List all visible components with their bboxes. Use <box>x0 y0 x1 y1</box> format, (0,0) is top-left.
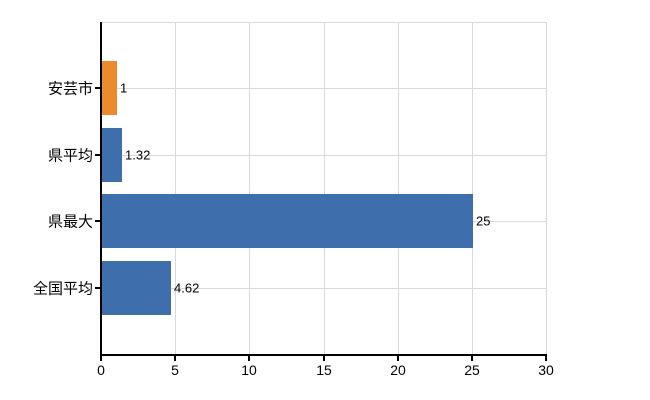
y-tick-label: 県最大 <box>47 213 93 231</box>
x-tick-label: 5 <box>171 362 179 378</box>
x-tick-label: 15 <box>316 362 332 378</box>
x-tick-label: 20 <box>390 362 406 378</box>
x-tick-label: 10 <box>241 362 257 378</box>
x-tick <box>100 356 102 361</box>
y-tick <box>95 153 101 156</box>
bar-value-label: 1 <box>120 80 128 96</box>
x-gridline <box>175 22 176 354</box>
x-gridline <box>249 22 250 354</box>
y-gridline <box>101 88 546 89</box>
bar <box>102 61 117 115</box>
y-tick-label: 安芸市 <box>47 80 93 98</box>
y-tick-label: 県平均 <box>47 147 93 165</box>
y-tick <box>95 87 101 90</box>
x-tick <box>545 356 547 361</box>
y-tick-label: 全国平均 <box>32 280 93 298</box>
x-tick <box>397 356 399 361</box>
y-axis <box>100 22 102 355</box>
x-tick-label: 25 <box>464 362 480 378</box>
x-tick-label: 0 <box>97 362 105 378</box>
plot-top-border <box>101 22 546 23</box>
x-gridline <box>472 22 473 354</box>
x-tick <box>248 356 250 361</box>
y-tick <box>95 286 101 289</box>
x-gridline <box>546 22 547 354</box>
x-tick <box>323 356 325 361</box>
x-gridline <box>398 22 399 354</box>
x-tick-label: 30 <box>538 362 554 378</box>
bar-value-label: 1.32 <box>125 147 151 163</box>
bar-value-label: 4.62 <box>174 280 200 296</box>
bar-value-label: 25 <box>476 213 491 229</box>
y-gridline <box>101 288 546 289</box>
x-tick <box>471 356 473 361</box>
bar <box>102 261 171 315</box>
bar <box>102 128 122 182</box>
x-gridline <box>324 22 325 354</box>
x-axis <box>100 354 547 356</box>
y-gridline <box>101 155 546 156</box>
bar <box>102 194 473 248</box>
y-tick <box>95 220 101 223</box>
x-tick <box>174 356 176 361</box>
